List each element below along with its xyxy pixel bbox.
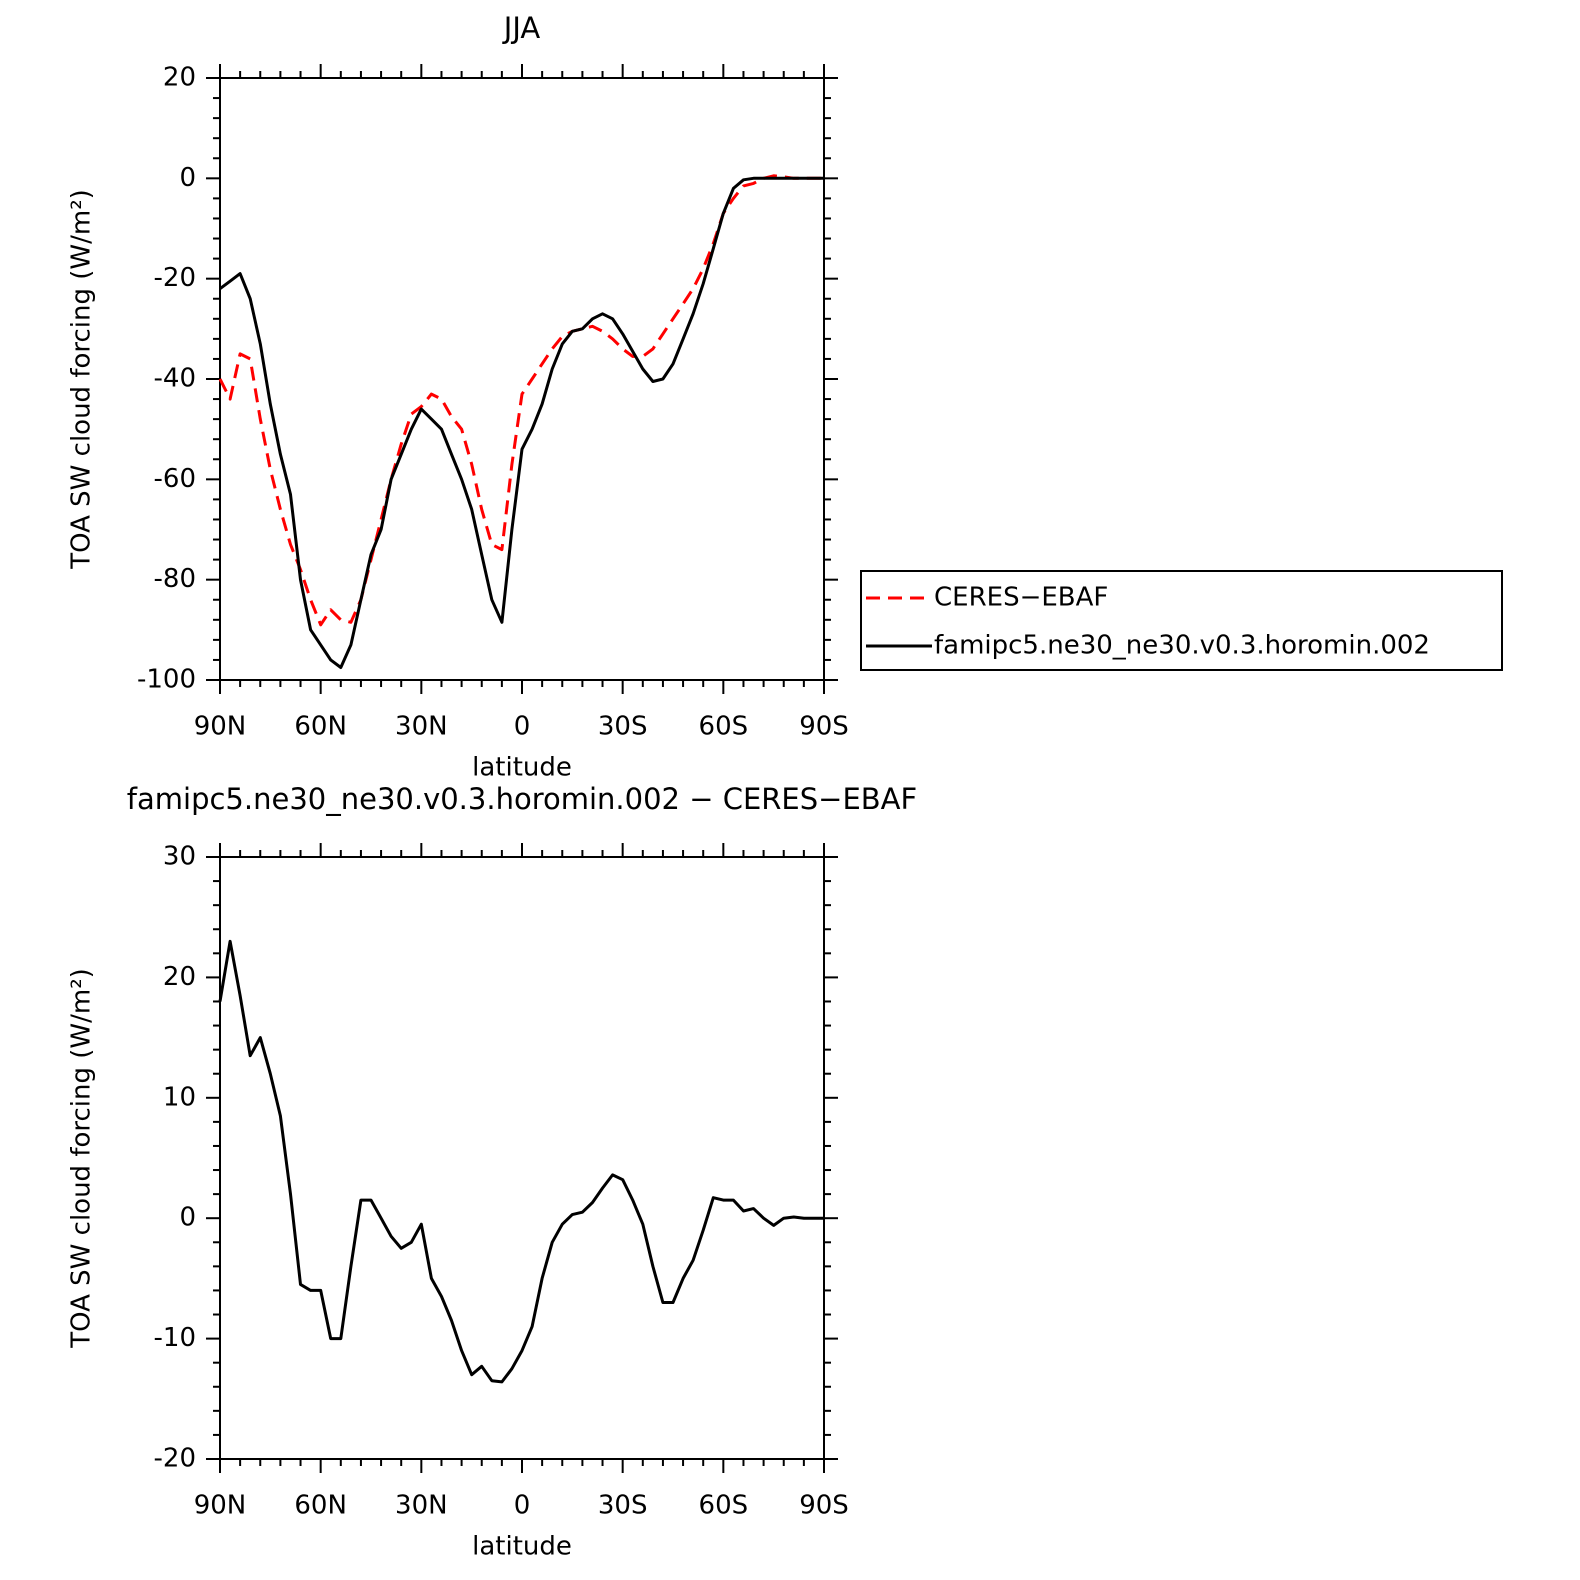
plot-frame <box>219 856 825 1460</box>
plot-frame <box>219 77 825 681</box>
y-tick-label: -10 <box>154 1323 196 1353</box>
data-line <box>218 939 824 1384</box>
x-tick-label: 60S <box>699 1491 749 1521</box>
x-tick-label: 30N <box>395 712 448 742</box>
y-tick-label: -20 <box>154 263 196 293</box>
legend-label: famipc5.ne30_ne30.v0.3.horomin.002 <box>934 631 1430 661</box>
y-tick-label: 0 <box>179 1203 196 1233</box>
x-tick-label: 90S <box>799 1491 849 1521</box>
x-tick-label: 30N <box>395 1491 448 1521</box>
data-line <box>219 176 824 669</box>
y-axis-label: TOA SW cloud forcing (W/m²) <box>67 189 97 570</box>
x-axis-label: latitude <box>472 1532 572 1562</box>
y-tick-label: -20 <box>154 1444 196 1474</box>
legend-box <box>860 570 1503 671</box>
y-tick-label: 20 <box>163 63 196 93</box>
y-tick-label: -60 <box>154 464 196 494</box>
x-tick-label: 0 <box>514 712 531 742</box>
x-tick-label: 0 <box>514 1491 531 1521</box>
y-tick-label: 0 <box>179 163 196 193</box>
data-line <box>218 174 824 627</box>
y-tick-label: 10 <box>163 1082 196 1112</box>
y-tick-label: 20 <box>163 962 196 992</box>
x-tick-label: 30S <box>598 1491 648 1521</box>
x-tick-label: 60S <box>699 712 749 742</box>
y-tick-label: -80 <box>154 564 196 594</box>
x-tick-label: 90N <box>194 1491 247 1521</box>
x-tick-label: 90N <box>194 712 247 742</box>
chart-title: famipc5.ne30_ne30.v0.3.horomin.002 − CER… <box>127 782 917 816</box>
x-tick-label: 60N <box>294 712 347 742</box>
chart-title: JJA <box>502 11 541 45</box>
y-axis-label: TOA SW cloud forcing (W/m²) <box>67 968 97 1349</box>
x-axis-label: latitude <box>472 753 572 783</box>
x-tick-label: 60N <box>294 1491 347 1521</box>
x-tick-label: 90S <box>799 712 849 742</box>
y-tick-label: 30 <box>163 842 196 872</box>
x-tick-label: 30S <box>598 712 648 742</box>
legend-label: CERES−EBAF <box>934 583 1108 613</box>
y-tick-label: -40 <box>154 364 196 394</box>
y-tick-label: -100 <box>137 665 196 695</box>
